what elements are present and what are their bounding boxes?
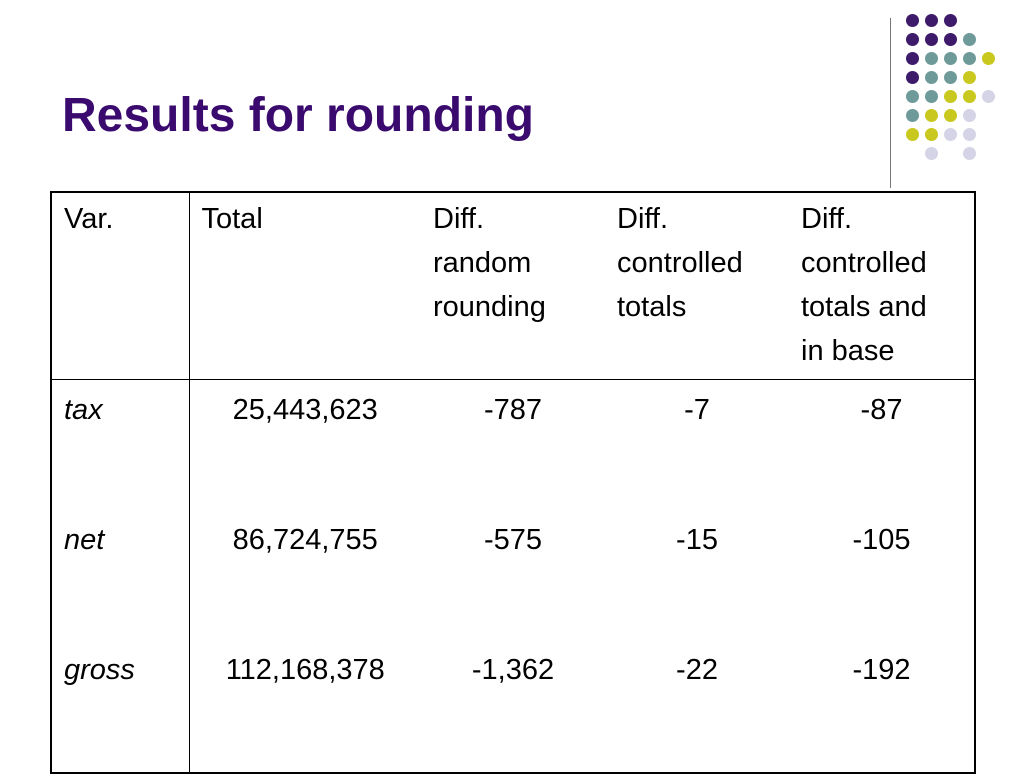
decorative-dot [906,90,919,103]
decorative-dot [925,147,938,160]
cell-diff-random: -575 [483,524,543,556]
table-row: net 86,724,755 -575 -15 -105 [51,510,975,640]
decorative-dot [906,33,919,46]
decorative-dot [925,128,938,141]
decorative-dot [963,90,976,103]
decorative-dot [925,90,938,103]
decorative-dot [925,71,938,84]
decorative-dot [906,128,919,141]
header-diff-controlled-totals: Diff. controlled totals [605,192,789,380]
decorative-dot [963,109,976,122]
decorative-dot [944,90,957,103]
header-diff-controlled-totals-base: Diff. controlled totals and in base [789,192,975,380]
decorative-dot [944,128,957,141]
table-row: gross 112,168,378 -1,362 -22 -192 [51,640,975,773]
cell-var: tax [51,379,190,510]
decorative-dot [925,14,938,27]
cell-diff-controlled: -15 [676,524,718,556]
decorative-dot [925,33,938,46]
decorative-dot [906,14,919,27]
decorative-dot [906,52,919,65]
decorative-dot-grid [906,14,1006,166]
decorative-dot [944,33,957,46]
slide-title: Results for rounding [62,89,534,142]
cell-total: 86,724,755 [232,524,378,556]
decorative-dot [982,52,995,65]
cell-diff-controlled-base: -87 [860,394,903,426]
table-header-row: Var. Total Diff. random rounding Diff. c… [51,192,975,380]
cell-diff-controlled-base: -105 [852,524,911,556]
cell-diff-controlled-base: -192 [852,654,911,686]
decorative-dot [944,52,957,65]
decorative-dot [982,90,995,103]
decorative-dot [963,52,976,65]
header-total: Total [189,192,421,380]
decorative-dot [925,52,938,65]
decorative-dot [963,71,976,84]
cell-total: 25,443,623 [232,394,378,426]
cell-diff-controlled: -22 [676,654,718,686]
decorative-dot [963,128,976,141]
decorative-dot [944,14,957,27]
decorative-dot [906,109,919,122]
cell-diff-controlled: -7 [684,394,710,426]
cell-var: net [51,510,190,640]
results-table: Var. Total Diff. random rounding Diff. c… [50,191,976,774]
table-row: tax 25,443,623 -787 -7 -87 [51,379,975,510]
cell-diff-random: -1,362 [471,654,555,686]
decorative-dot [925,109,938,122]
decorative-dot [963,33,976,46]
header-var: Var. [51,192,190,380]
title-divider [890,18,891,188]
decorative-dot [944,71,957,84]
decorative-dot [906,71,919,84]
header-diff-random-rounding: Diff. random rounding [421,192,605,380]
decorative-dot [944,109,957,122]
decorative-dot [963,147,976,160]
cell-var: gross [51,640,190,773]
cell-diff-random: -787 [483,394,543,426]
cell-total: 112,168,378 [225,654,385,686]
